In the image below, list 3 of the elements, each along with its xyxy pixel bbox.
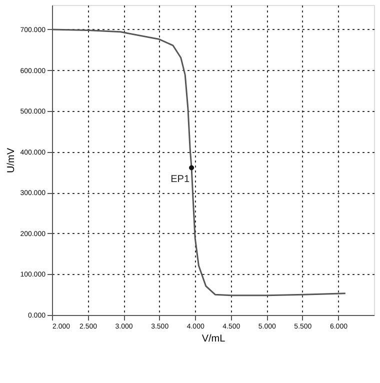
y-axis-title: U/mV bbox=[6, 148, 18, 173]
x-axis-title: V/mL bbox=[202, 334, 226, 344]
annotation: EP1 bbox=[170, 174, 190, 185]
